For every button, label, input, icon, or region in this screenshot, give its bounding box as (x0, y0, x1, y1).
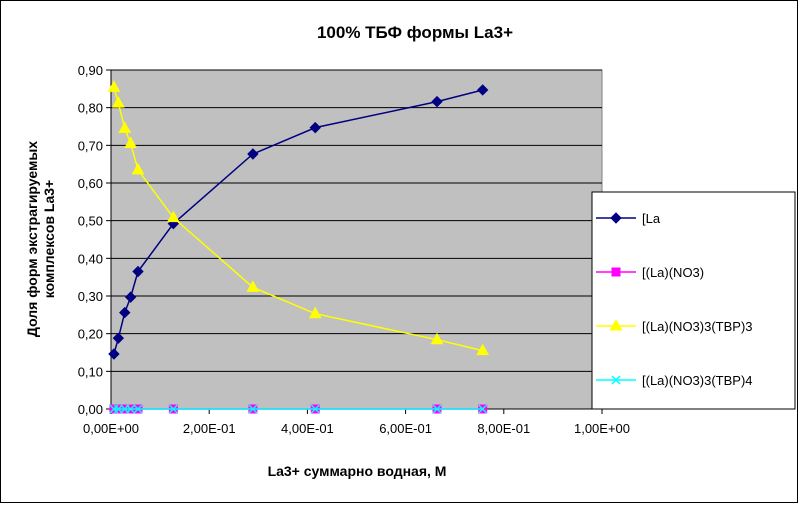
series-2-point-1 (112, 96, 125, 108)
y-tick-label-4: 0,40 (78, 251, 103, 266)
x-axis-label: La3+ суммарно водная, М (268, 463, 447, 479)
series-3-point-4-stroke-2 (133, 404, 143, 414)
legend-marker-3-stroke-2 (611, 375, 621, 385)
legend-label-1: [(La)(NO3) (642, 265, 704, 280)
x-tick-label-1: 2,00E-01 (183, 421, 236, 436)
legend-marker-2 (609, 318, 623, 331)
gridlines (111, 69, 602, 372)
series-2-point-0 (107, 80, 121, 92)
series-2-point-8 (430, 332, 444, 345)
plot-area (110, 69, 603, 410)
series-0-point-3 (124, 291, 137, 303)
series-3-point-5 (168, 404, 178, 414)
series-3-point-7-stroke-2 (310, 404, 320, 414)
series-2-point-5 (167, 210, 180, 223)
legend: [La [(La)(NO3) [(La)(NO3)3(TBP)3 [(La)(NO3)… (596, 211, 753, 388)
y-tick-label-9: 0,90 (78, 63, 103, 78)
series-3-point-4 (133, 404, 143, 414)
legend-marker-3 (611, 375, 621, 385)
series-0-point-8 (431, 95, 443, 108)
x-tick-label-5: 1,00E+00 (574, 421, 630, 436)
series-0-point-1 (112, 332, 125, 344)
y-tick-label-5: 0,50 (78, 214, 103, 229)
series-2-point-4 (131, 162, 145, 175)
series-0-point-6 (247, 148, 259, 160)
series-line-0 (113, 89, 483, 355)
legend-label-3: [(La)(NO3)3(TBP)4 (642, 373, 753, 388)
y-tick-label-2: 0,20 (78, 327, 103, 342)
legend-label-2: [(La)(NO3)3(TBP)3 (642, 319, 753, 334)
y-tick-label-1: 0,10 (78, 364, 103, 379)
y-tick-label-6: 0,60 (78, 176, 103, 191)
series-3-point-3 (126, 404, 136, 414)
y-axis-label-line-2: комплексов La3+ (41, 180, 57, 298)
series-line-2 (113, 87, 483, 352)
x-tick-label-0: 0,00E+00 (83, 421, 139, 436)
legend-marker-1 (611, 267, 621, 277)
series-0-point-9 (476, 84, 489, 96)
series-2-point-7 (308, 306, 322, 319)
x-tick-label-3: 6,00E-01 (379, 421, 432, 436)
y-axis-label-line-1: Доля форм экстрагируемых (24, 141, 40, 337)
legend-marker-0 (610, 212, 622, 224)
series-3-point-5-stroke-2 (168, 404, 178, 414)
series-3-point-8 (432, 404, 442, 414)
y-tick-label-8: 0,80 (78, 101, 103, 116)
series-2-point-3 (124, 136, 137, 148)
series-3-point-9-stroke-2 (478, 404, 488, 414)
series-0-point-2 (119, 306, 131, 319)
y-tick-label-3: 0,30 (78, 289, 103, 304)
series-0-point-0 (108, 348, 120, 360)
series-3-point-9 (478, 404, 488, 414)
series-2-point-2 (118, 121, 132, 133)
legend-label-0: [La (642, 211, 661, 226)
y-tick-label-7: 0,70 (78, 138, 103, 153)
series-3-point-3-stroke-2 (126, 404, 136, 414)
y-axis-label: Доля форм экстрагируемых комплексов La3+ (24, 141, 57, 337)
legend-box (591, 191, 796, 410)
series-0-point-4 (132, 265, 144, 278)
series-2-point-6 (246, 280, 260, 292)
series-3-point-6 (248, 404, 258, 414)
series-3-point-6-stroke-2 (248, 404, 258, 414)
series (107, 80, 490, 414)
x-tick-label-2: 4,00E-01 (281, 421, 334, 436)
chart-title: 100% ТБФ формы La3+ (317, 23, 513, 42)
y-tick-label-0: 0,00 (78, 402, 103, 417)
series-3-point-7 (310, 404, 320, 414)
series-2-point-9 (476, 343, 490, 356)
series-0-point-7 (309, 121, 321, 134)
x-tick-label-4: 8,00E-01 (477, 421, 530, 436)
series-3-point-8-stroke-2 (432, 404, 442, 414)
